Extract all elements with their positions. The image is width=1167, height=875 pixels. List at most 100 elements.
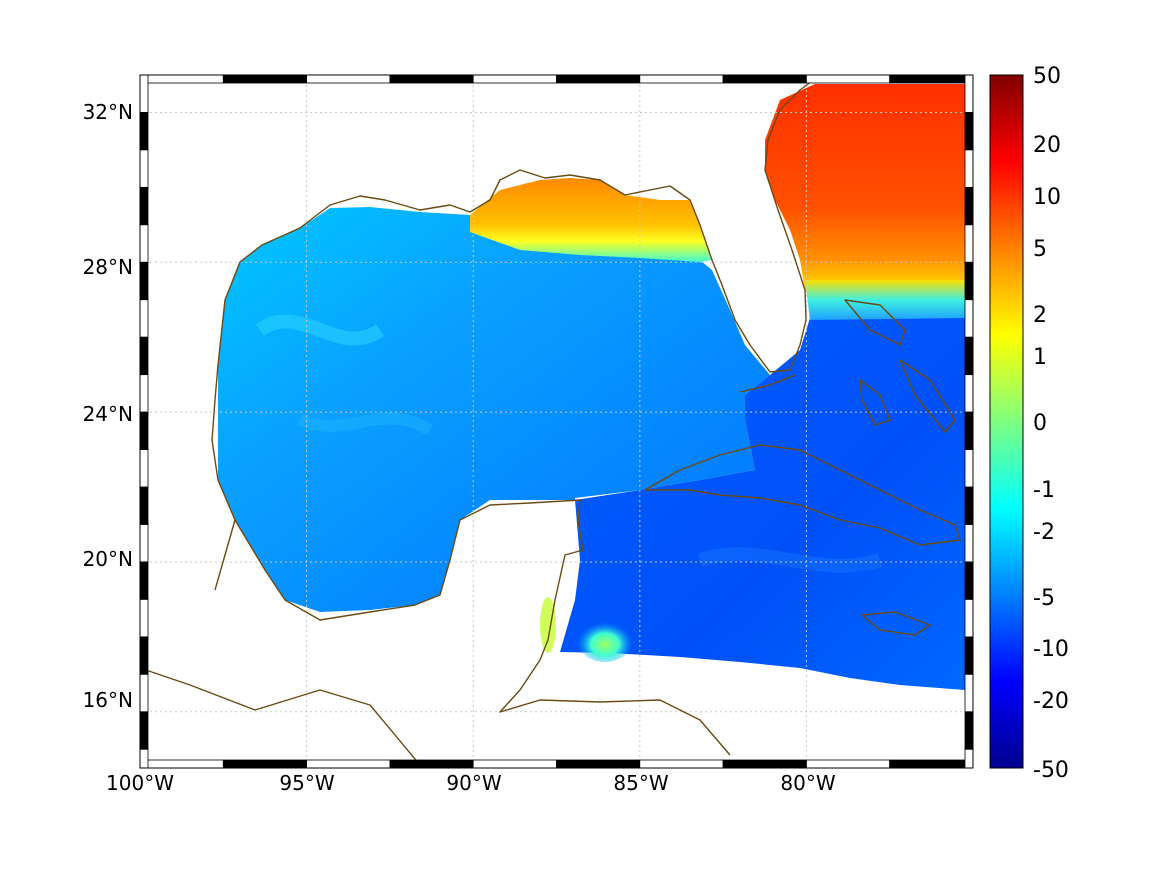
frame-segment-bottom <box>222 759 308 769</box>
frame-segment-left <box>139 673 149 713</box>
lon-tick-label: 95°W <box>279 771 334 795</box>
frame-segment-right <box>964 636 974 675</box>
frame-segment-left <box>139 261 149 301</box>
frame-segment-right <box>964 524 974 563</box>
frame-segment-left <box>139 711 149 750</box>
gulf-of-mexico-field <box>218 207 770 612</box>
frame-segment-top <box>306 74 391 84</box>
frame-segment-bottom <box>139 759 224 769</box>
gulf-coastline <box>211 74 821 591</box>
frame-segment-bottom <box>806 759 891 769</box>
frame-segment-bottom <box>556 759 641 769</box>
lat-tick-label: 28°N <box>83 255 133 279</box>
colorbar-tick-label: -2 <box>1033 520 1055 545</box>
frame-segment-left <box>139 149 149 188</box>
lon-tick-label: 90°W <box>446 771 501 795</box>
frame-segment-left <box>139 299 149 338</box>
frame-segment-right <box>964 748 974 769</box>
frame-segment-left <box>139 486 149 525</box>
frame-segment-left <box>139 748 149 769</box>
mexico-coastline <box>234 499 731 756</box>
frame-segment-left <box>139 524 149 563</box>
frame-segment-right <box>964 74 974 113</box>
lat-tick-label: 24°N <box>83 402 133 426</box>
frame-segment-top <box>639 74 724 84</box>
frame-segment-left <box>139 112 149 151</box>
colorbar-tick-label: 10 <box>1033 185 1061 210</box>
frame-segment-bottom <box>722 759 807 769</box>
frame-segment-left <box>139 374 149 413</box>
northern-gulf-shelf-field <box>470 178 712 262</box>
map-frame <box>139 74 974 769</box>
frame-segment-left <box>139 599 149 638</box>
frame-segment-left <box>139 74 149 113</box>
lon-tick-label: 100°W <box>106 771 174 795</box>
lat-tick-label: 16°N <box>83 688 133 712</box>
frame-segment-top <box>556 74 641 84</box>
frame-segment-top <box>139 74 224 84</box>
frame-segment-right <box>964 149 974 188</box>
bahamas-coastline <box>844 299 956 433</box>
frame-segment-right <box>964 299 974 338</box>
frame-segment-left <box>139 561 149 600</box>
frame-segment-right <box>964 186 974 226</box>
frame-segment-right <box>964 673 974 713</box>
colorbar-tick-label: 50 <box>1033 64 1061 89</box>
frame-segment-right <box>964 336 974 376</box>
colorbar-tick-label: 20 <box>1033 133 1061 158</box>
frame-segment-bottom <box>639 759 724 769</box>
frame-segment-right <box>964 374 974 413</box>
frame-segment-left <box>139 186 149 226</box>
frame-segment-bottom <box>389 759 474 769</box>
frame-segment-right <box>964 224 974 263</box>
frame-segment-top <box>472 74 557 84</box>
atlantic-north-field <box>765 84 965 290</box>
frame-segment-top <box>389 74 474 84</box>
colorbar-tick-label: 1 <box>1033 345 1047 370</box>
atlantic-transition-field <box>805 280 965 320</box>
frame-segment-right <box>964 486 974 525</box>
data-field <box>218 84 965 690</box>
frame-border <box>139 74 974 769</box>
frame-segment-right <box>964 261 974 301</box>
frame-segment-left <box>139 636 149 675</box>
colorbar-tick-label: -1 <box>1033 478 1055 503</box>
frame-segment-right <box>964 599 974 638</box>
graticule <box>140 75 973 768</box>
frame-segment-right <box>964 561 974 600</box>
frame-segment-bottom <box>889 759 974 769</box>
frame-segment-top <box>222 74 308 84</box>
colorbar <box>989 74 1024 769</box>
colorbar-tick-label: -20 <box>1033 689 1069 714</box>
frame-segment-left <box>139 224 149 263</box>
lon-tick-label: 85°W <box>613 771 668 795</box>
frame-segment-right <box>964 449 974 488</box>
frame-segment-left <box>139 336 149 376</box>
central-america-coastline <box>139 667 421 766</box>
lon-tick-label: 80°W <box>780 771 835 795</box>
frame-segment-right <box>964 711 974 750</box>
lat-tick-label: 20°N <box>83 547 133 571</box>
frame-segment-top <box>806 74 891 84</box>
colorbar-tick-label: -10 <box>1033 637 1069 662</box>
colorbar-tick-label: 5 <box>1033 237 1047 262</box>
frame-segment-left <box>139 411 149 450</box>
yucatan-coastal-anomaly <box>540 597 556 653</box>
colorbar-tick-label: 0 <box>1033 411 1047 436</box>
frame-segment-bottom <box>472 759 557 769</box>
colorbar-tick-label: -50 <box>1033 758 1069 783</box>
latitude-labels: 32°N 28°N 24°N 20°N 16°N <box>83 100 133 712</box>
caribbean-field <box>560 310 965 690</box>
florida-keys-coastline <box>739 374 796 393</box>
lat-tick-label: 32°N <box>83 100 133 124</box>
colorbar-tick-label: -5 <box>1033 586 1055 611</box>
frame-segment-right <box>964 112 974 151</box>
honduras-anomaly-blob <box>577 618 633 662</box>
jamaica-coastline <box>861 611 931 636</box>
frame-segment-left <box>139 449 149 488</box>
coastlines <box>139 74 961 766</box>
frame-segment-bottom <box>306 759 391 769</box>
frame-segment-top <box>722 74 807 84</box>
frame-segment-right <box>964 411 974 450</box>
